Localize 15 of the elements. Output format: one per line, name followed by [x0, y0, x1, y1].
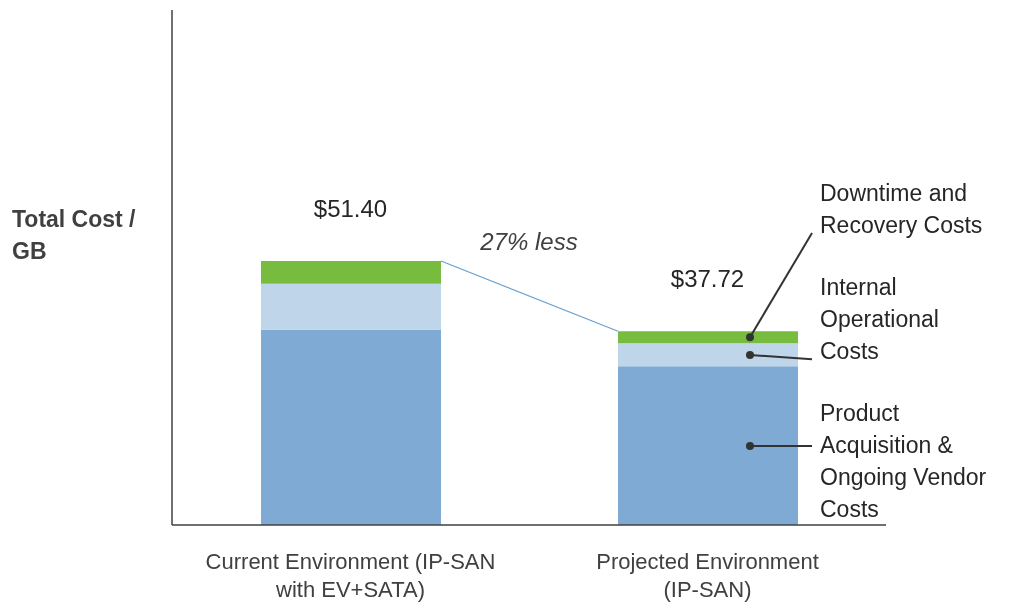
bar: [618, 331, 798, 344]
x-tick-label: Projected Environment (IP-SAN): [596, 549, 819, 602]
bar: [618, 366, 798, 525]
annotation: $51.40: [312, 194, 389, 223]
bar: [261, 283, 441, 330]
bar: [261, 260, 441, 284]
bar: [261, 329, 441, 525]
text: 27% less: [479, 228, 579, 256]
y-axis-title: Total Cost / GB: [12, 205, 137, 266]
annotation: $37.72: [669, 265, 746, 294]
series-label: Internal Operational Costs: [820, 273, 939, 366]
series-label: Product Acquisition & Ongoing Vendor Costs: [820, 399, 987, 524]
text: Downtime and Recovery Costs: [820, 179, 983, 240]
x-tick-label: Current Environment (IP-SAN with EV+SATA): [205, 549, 496, 602]
bar: [618, 343, 798, 367]
